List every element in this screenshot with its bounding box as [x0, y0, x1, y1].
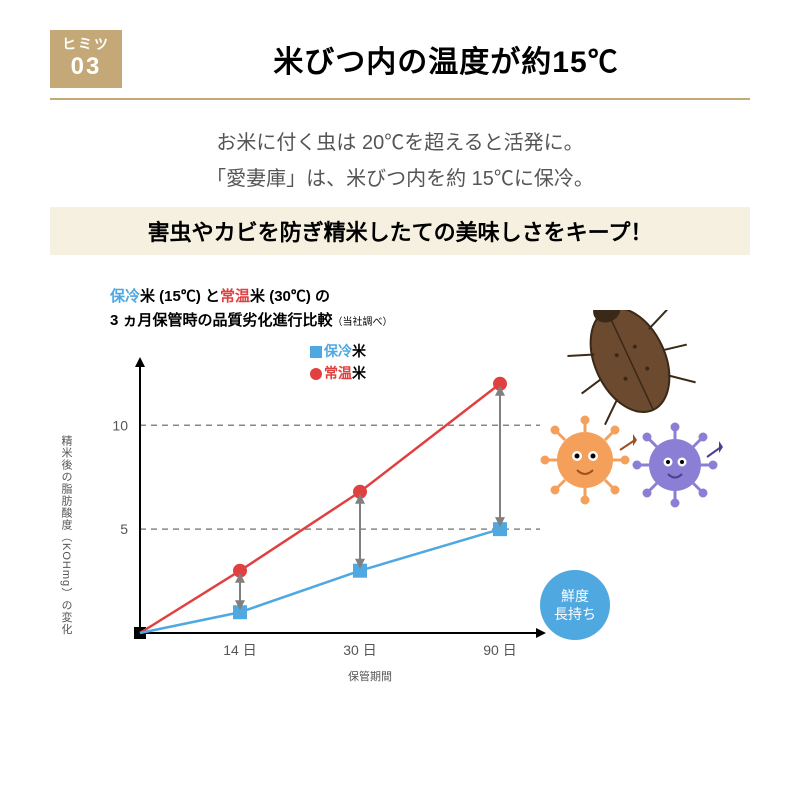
page-title: 米びつ内の温度が約15℃	[142, 37, 750, 81]
desc-line-2: 「愛妻庫」は、米びつ内を約 15℃に保冷。	[0, 161, 800, 197]
fresh-line-2: 長持ち	[554, 605, 596, 623]
header-divider	[50, 98, 750, 100]
svg-text:14 日: 14 日	[223, 642, 256, 658]
x-axis-label: 保管期間	[140, 668, 600, 684]
germ-orange-icon	[542, 417, 637, 503]
fresh-line-1: 鮮度	[561, 587, 589, 605]
badge-top: ヒミツ	[62, 36, 110, 53]
circle-icon	[310, 368, 322, 380]
secret-badge: ヒミツ 03	[50, 30, 122, 88]
svg-text:10: 10	[112, 417, 128, 433]
svg-text:30 日: 30 日	[343, 642, 376, 658]
fresh-badge: 鮮度 長持ち	[540, 570, 610, 640]
header: ヒミツ 03 米びつ内の温度が約15℃	[0, 0, 800, 98]
pest-icons	[520, 310, 750, 510]
y-axis-label: 精米後の脂肪酸度（KOHmg）の変化	[58, 435, 74, 635]
chart-title-hot: 常温	[220, 288, 250, 305]
germ-purple-icon	[634, 424, 723, 506]
chart-legend: 保冷米 常温米	[310, 340, 366, 385]
badge-bottom: 03	[62, 53, 110, 82]
desc-line-1: お米に付く虫は 20℃を超えると活発に。	[0, 125, 800, 161]
legend-cold: 保冷米	[310, 340, 366, 362]
svg-text:5: 5	[120, 521, 128, 537]
legend-hot: 常温米	[310, 362, 366, 384]
square-icon	[310, 346, 322, 358]
pest-illustrations	[520, 310, 750, 510]
chart-title-cold: 保冷	[110, 288, 140, 305]
svg-text:90 日: 90 日	[483, 642, 516, 658]
beetle-icon	[544, 310, 705, 434]
description: お米に付く虫は 20℃を超えると活発に。 「愛妻庫」は、米びつ内を約 15℃に保…	[0, 125, 800, 197]
highlight-band: 害虫やカビを防ぎ精米したての美味しさをキープ！	[50, 207, 750, 255]
